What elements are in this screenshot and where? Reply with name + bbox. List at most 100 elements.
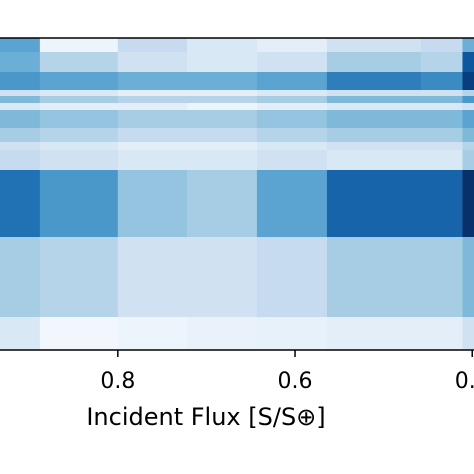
heatmap-cell xyxy=(186,170,258,238)
heatmap-cell xyxy=(117,103,188,111)
heatmap-cell xyxy=(462,317,474,351)
heatmap-cell xyxy=(117,96,188,104)
heatmap-cell xyxy=(420,150,463,171)
heatmap-cell xyxy=(117,170,188,238)
x-tick-label: 0.4 xyxy=(455,369,474,394)
heatmap-cell xyxy=(39,110,119,129)
heatmap-cell xyxy=(256,103,328,111)
heatmap-cell xyxy=(117,150,188,171)
heatmap-cell xyxy=(186,90,258,97)
heatmap-cell xyxy=(462,128,474,143)
heatmap-cell xyxy=(39,317,119,351)
heatmap-cell xyxy=(186,103,258,111)
heatmap-cell xyxy=(186,72,258,91)
heatmap-cell xyxy=(117,237,188,318)
heatmap-cell xyxy=(0,128,41,143)
heatmap-cell xyxy=(0,150,41,171)
heatmap-cell xyxy=(256,142,328,151)
heatmap-cell xyxy=(420,38,463,53)
heatmap-cell xyxy=(462,72,474,91)
heatmap-cell xyxy=(186,237,258,318)
heatmap-cell xyxy=(39,72,119,91)
heatmap-cell xyxy=(117,142,188,151)
heatmap-cell xyxy=(117,110,188,129)
heatmap-cell xyxy=(117,128,188,143)
heatmap-cell xyxy=(186,96,258,104)
heatmap-cell xyxy=(39,150,119,171)
heatmap-cell xyxy=(0,96,41,104)
heatmap-cell xyxy=(462,110,474,129)
x-tick-label: 0.8 xyxy=(100,369,135,394)
heatmap-cell xyxy=(186,52,258,73)
heatmap-cell xyxy=(0,103,41,111)
heatmap-cell xyxy=(462,38,474,53)
heatmap-cell xyxy=(39,170,119,238)
heatmap-cell xyxy=(39,38,119,53)
heatmap-cell xyxy=(117,90,188,97)
heatmap-cell xyxy=(326,128,422,143)
heatmap-cell xyxy=(420,110,463,129)
heatmap-cell xyxy=(0,72,41,91)
heatmap-cell xyxy=(420,317,463,351)
heatmap-cell xyxy=(0,170,41,238)
heatmap-cell xyxy=(420,103,463,111)
heatmap-cell xyxy=(256,110,328,129)
heatmap-cell xyxy=(420,142,463,151)
heatmap-cell xyxy=(39,237,119,318)
heatmap-cell xyxy=(0,38,41,53)
heatmap-cell xyxy=(462,142,474,151)
heatmap-cell xyxy=(186,38,258,53)
heatmap-cell xyxy=(0,142,41,151)
heatmap-cell xyxy=(117,317,188,351)
heatmap-cell xyxy=(186,142,258,151)
heatmap-cell xyxy=(0,237,41,318)
heatmap-cell xyxy=(39,103,119,111)
heatmap-cell xyxy=(39,142,119,151)
heatmap-cell xyxy=(0,110,41,129)
heatmap-cell xyxy=(420,90,463,97)
heatmap-cell xyxy=(117,52,188,73)
heatmap-cell xyxy=(420,237,463,318)
heatmap-cell xyxy=(326,110,422,129)
heatmap-cell xyxy=(186,150,258,171)
heatmap-cell xyxy=(0,52,41,73)
heatmap-cell xyxy=(326,103,422,111)
plot-frame: 0.8 0.6 0.4 xyxy=(0,37,474,394)
heatmap-cell xyxy=(39,96,119,104)
heatmap-cell xyxy=(0,317,41,351)
heatmap-cell xyxy=(186,110,258,129)
heatmap-cell xyxy=(462,150,474,171)
heatmap-cell xyxy=(420,128,463,143)
heatmap-cell xyxy=(462,96,474,104)
heatmap-cell xyxy=(326,237,422,318)
heatmap-cell xyxy=(462,103,474,111)
heatmap-cell xyxy=(420,96,463,104)
heatmap-cell xyxy=(326,38,422,53)
heatmap-cell xyxy=(420,72,463,91)
heatmap-cell xyxy=(256,128,328,143)
heatmap-cell xyxy=(326,317,422,351)
x-axis-label: Incident Flux [S/S⊕] xyxy=(86,403,325,431)
heatmap-cell xyxy=(256,170,328,238)
heatmap-cell xyxy=(39,128,119,143)
heatmap-cell xyxy=(256,72,328,91)
heatmap-cell xyxy=(420,170,463,238)
heatmap-cell xyxy=(326,170,422,238)
heatmap-cell xyxy=(256,96,328,104)
heatmap-cell xyxy=(39,52,119,73)
heatmap-cell xyxy=(256,52,328,73)
heatmap-cell xyxy=(256,317,328,351)
heatmap-cell xyxy=(117,72,188,91)
heatmap-cell xyxy=(186,128,258,143)
heatmap-cell xyxy=(326,150,422,171)
heatmap-cell xyxy=(256,38,328,53)
heatmap-cell xyxy=(462,170,474,238)
heatmap-cell xyxy=(462,52,474,73)
heatmap-cell xyxy=(462,90,474,97)
heatmap-cell xyxy=(117,38,188,53)
heatmap-cell xyxy=(256,90,328,97)
heatmap-cell xyxy=(326,52,422,73)
heatmap-cells xyxy=(0,38,474,351)
heatmap-cell xyxy=(256,237,328,318)
